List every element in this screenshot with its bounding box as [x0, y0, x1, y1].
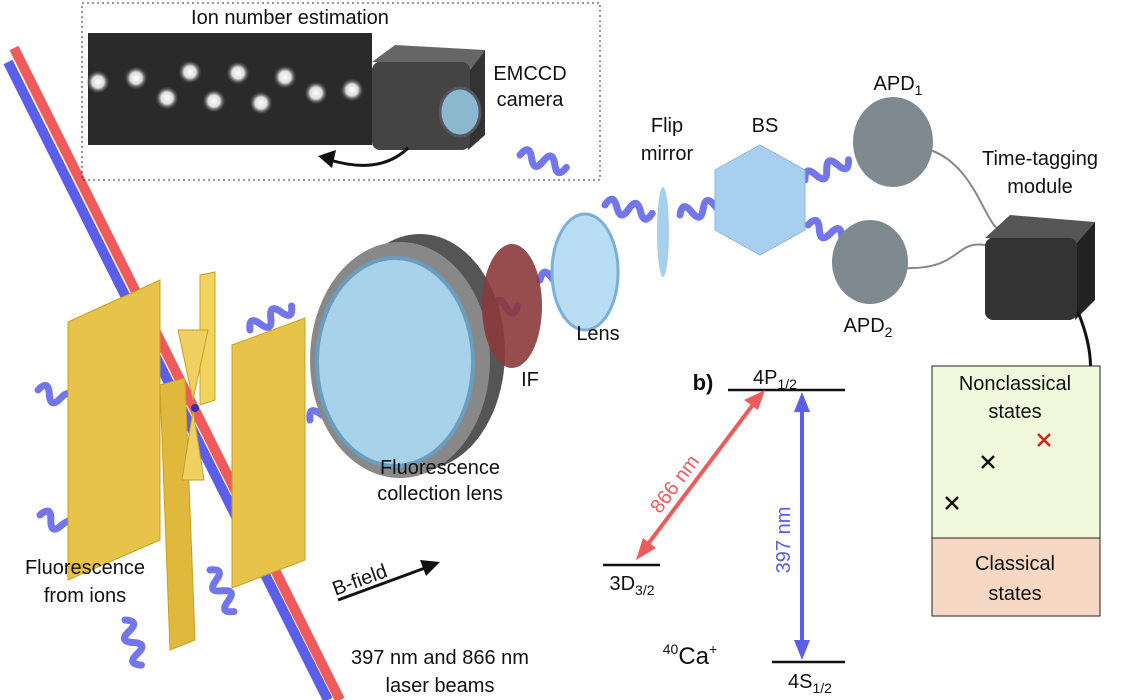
label: IF: [521, 369, 539, 391]
red-transition: [645, 402, 755, 548]
level-label: 3D3/2: [609, 573, 654, 598]
transition-label: 397 nm: [773, 507, 795, 574]
apd1: [853, 97, 933, 187]
beam-splitter: [715, 145, 805, 255]
label: Flip: [651, 115, 683, 137]
filter: [482, 244, 542, 368]
label: Fluorescence: [25, 557, 145, 579]
time-tagging-module: [985, 215, 1095, 320]
region-label: Nonclassical: [959, 373, 1071, 395]
ion-image: [88, 33, 372, 145]
camera-label: camera: [497, 89, 565, 111]
arrowhead: [318, 150, 336, 168]
energy-levels: [603, 390, 845, 662]
lens: [552, 214, 618, 330]
region-label: states: [988, 401, 1041, 423]
label: Fluorescence: [380, 457, 500, 479]
arrowhead: [636, 538, 656, 560]
label: 397 nm and 866 nm: [351, 647, 529, 669]
panel-label: b): [693, 370, 714, 395]
apd2: [832, 220, 908, 304]
label: laser beams: [386, 675, 495, 697]
label: from ions: [44, 585, 126, 607]
label: APD1: [874, 73, 923, 98]
collection-lens: [310, 234, 505, 478]
label: BS: [752, 115, 779, 137]
cable: [905, 244, 985, 268]
level-label: 4P1/2: [753, 367, 797, 392]
label: module: [1007, 176, 1073, 198]
arrowhead: [794, 640, 810, 660]
label: collection lens: [377, 483, 503, 505]
arrowhead: [744, 390, 765, 410]
label: Lens: [576, 323, 619, 345]
label: APD2: [844, 315, 893, 340]
ion-label: 40Ca+: [663, 641, 717, 670]
page: { "camera_inset": {"title": "Ion number …: [0, 0, 1122, 700]
inset-title: Ion number estimation: [191, 7, 389, 29]
arrowhead: [420, 560, 440, 576]
arrow: [330, 148, 408, 165]
arrowhead: [794, 392, 810, 412]
region-label: states: [988, 583, 1041, 605]
label: Time-tagging: [982, 148, 1098, 170]
region-label: Classical: [975, 553, 1055, 575]
diagram: Ion number estimation EMCCD camera: [0, 0, 1122, 700]
flip-mirror: [657, 187, 669, 277]
label: B-field: [330, 560, 391, 600]
level-label: 4S1/2: [788, 671, 832, 696]
label: mirror: [641, 143, 694, 165]
camera: [372, 45, 485, 150]
camera-label: EMCCD: [493, 63, 566, 85]
